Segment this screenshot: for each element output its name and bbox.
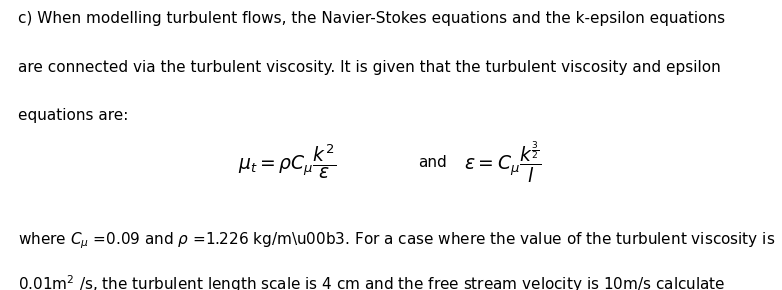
Text: where $C_\mu$ =0.09 and $\rho$ =1.226 kg/m\u00b3. For a case where the value of : where $C_\mu$ =0.09 and $\rho$ =1.226 kg…	[18, 230, 775, 251]
Text: $\varepsilon = C_\mu \dfrac{k^{\frac{3}{2}}}{l}$: $\varepsilon = C_\mu \dfrac{k^{\frac{3}{…	[464, 139, 541, 185]
Text: 0.01m$^2$ /s, the turbulent length scale is 4 cm and the free stream velocity is: 0.01m$^2$ /s, the turbulent length scale…	[18, 273, 725, 290]
Text: and: and	[418, 155, 447, 170]
Text: c) When modelling turbulent flows, the Navier-Stokes equations and the k-epsilon: c) When modelling turbulent flows, the N…	[18, 11, 725, 26]
Text: $\mu_t = \rho C_\mu \dfrac{k^2}{\varepsilon}$: $\mu_t = \rho C_\mu \dfrac{k^2}{\varepsi…	[238, 143, 335, 181]
Text: are connected via the turbulent viscosity. It is given that the turbulent viscos: are connected via the turbulent viscosit…	[18, 60, 720, 75]
Text: equations are:: equations are:	[18, 108, 128, 123]
